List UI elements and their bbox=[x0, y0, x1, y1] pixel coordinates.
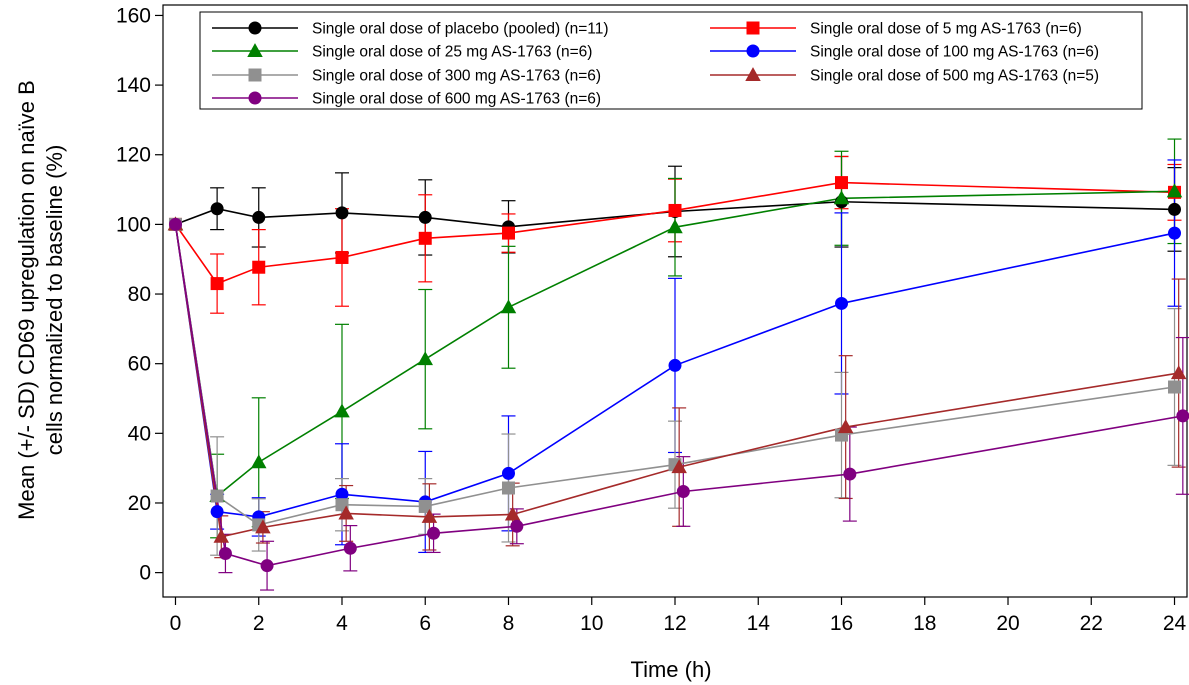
data-point bbox=[417, 351, 433, 366]
data-point bbox=[343, 541, 357, 555]
legend-swatch-marker bbox=[746, 44, 760, 58]
legend-swatch-marker bbox=[247, 43, 263, 58]
data-point bbox=[1168, 202, 1182, 216]
data-point bbox=[250, 454, 267, 469]
data-point bbox=[218, 546, 232, 560]
data-point bbox=[338, 505, 354, 520]
data-point bbox=[501, 466, 515, 480]
data-point bbox=[335, 206, 349, 220]
legend-label: Single oral dose of 300 mg AS-1763 (n=6) bbox=[312, 68, 601, 85]
legend-swatch-marker bbox=[745, 67, 761, 82]
legend-label: Single oral dose of placebo (pooled) (n=… bbox=[312, 21, 609, 38]
data-point bbox=[210, 489, 224, 503]
data-point bbox=[1168, 226, 1182, 240]
data-point bbox=[213, 528, 230, 543]
data-point bbox=[501, 481, 515, 495]
legend-swatch-marker bbox=[248, 68, 262, 82]
x-axis-title: Time (h) bbox=[630, 657, 711, 682]
data-point bbox=[252, 260, 266, 274]
legend-frame bbox=[199, 11, 1143, 110]
legend-swatch-marker bbox=[248, 91, 262, 105]
series-markers bbox=[167, 176, 1189, 573]
data-point bbox=[210, 202, 224, 216]
y-axis-title: Mean (+/- SD) CD69 upregulation on naïve… bbox=[14, 80, 67, 520]
x-tick-label: 22 bbox=[1080, 612, 1103, 635]
data-point bbox=[1176, 409, 1189, 423]
y-tick-label: 20 bbox=[128, 492, 151, 515]
data-point bbox=[667, 219, 683, 234]
legend-label: Single oral dose of 600 mg AS-1763 (n=6) bbox=[312, 91, 601, 108]
data-point bbox=[504, 506, 521, 521]
data-point bbox=[168, 217, 182, 231]
data-point bbox=[421, 508, 438, 523]
legend-label: Single oral dose of 25 mg AS-1763 (n=6) bbox=[312, 44, 592, 61]
data-point bbox=[210, 277, 224, 291]
data-point bbox=[210, 505, 224, 519]
x-tick-label: 24 bbox=[1163, 612, 1187, 635]
data-point bbox=[843, 467, 857, 481]
data-point bbox=[501, 226, 515, 240]
data-point bbox=[418, 210, 432, 224]
x-tick-label: 12 bbox=[663, 612, 686, 635]
y-tick-label: 160 bbox=[116, 4, 151, 27]
x-tick-label: 20 bbox=[996, 612, 1019, 635]
x-tick-label: 2 bbox=[253, 612, 265, 635]
y-tick-label: 0 bbox=[139, 562, 151, 585]
data-point bbox=[500, 299, 517, 314]
x-tick-label: 6 bbox=[419, 612, 431, 635]
data-point bbox=[335, 250, 349, 264]
y-axis-title-line-1: Mean (+/- SD) CD69 upregulation on naïve… bbox=[14, 80, 39, 520]
legend-label: Single oral dose of 5 mg AS-1763 (n=6) bbox=[810, 21, 1082, 38]
x-tick-label: 4 bbox=[336, 612, 348, 635]
data-point bbox=[255, 519, 271, 534]
y-tick-label: 100 bbox=[116, 213, 151, 236]
y-tick-label: 120 bbox=[116, 144, 151, 167]
data-point bbox=[510, 519, 524, 533]
data-point bbox=[668, 203, 682, 217]
data-point bbox=[260, 559, 274, 573]
y-tick-label: 80 bbox=[128, 283, 151, 306]
data-point bbox=[252, 210, 266, 224]
legend-swatch-marker bbox=[746, 21, 760, 35]
data-point bbox=[334, 403, 350, 418]
y-tick-label: 140 bbox=[116, 74, 151, 97]
y-axis-title-line-2: cells normalized to baseline (%) bbox=[42, 145, 67, 456]
x-tick-label: 10 bbox=[580, 612, 603, 635]
y-tick-label: 40 bbox=[128, 422, 151, 445]
data-point bbox=[835, 296, 849, 310]
x-tick-label: 18 bbox=[913, 612, 936, 635]
legend: Single oral dose of placebo (pooled) (n=… bbox=[199, 11, 1143, 110]
y-tick-label: 60 bbox=[128, 353, 151, 376]
data-point bbox=[1170, 365, 1187, 380]
x-tick-label: 0 bbox=[170, 612, 182, 635]
data-point bbox=[676, 484, 690, 498]
data-point bbox=[418, 231, 432, 245]
data-point bbox=[1166, 183, 1183, 198]
data-point bbox=[418, 499, 432, 513]
x-tick-label: 14 bbox=[747, 612, 771, 635]
data-point bbox=[833, 190, 850, 205]
data-point bbox=[837, 419, 854, 434]
data-point bbox=[668, 358, 682, 372]
data-point bbox=[671, 459, 687, 474]
data-point bbox=[427, 526, 441, 540]
data-point bbox=[1168, 380, 1182, 394]
legend-label: Single oral dose of 500 mg AS-1763 (n=5) bbox=[810, 68, 1099, 85]
legend-swatch-marker bbox=[248, 21, 262, 35]
data-point bbox=[835, 176, 849, 190]
legend-label: Single oral dose of 100 mg AS-1763 (n=6) bbox=[810, 44, 1099, 61]
x-tick-label: 16 bbox=[830, 612, 853, 635]
x-tick-label: 8 bbox=[503, 612, 515, 635]
